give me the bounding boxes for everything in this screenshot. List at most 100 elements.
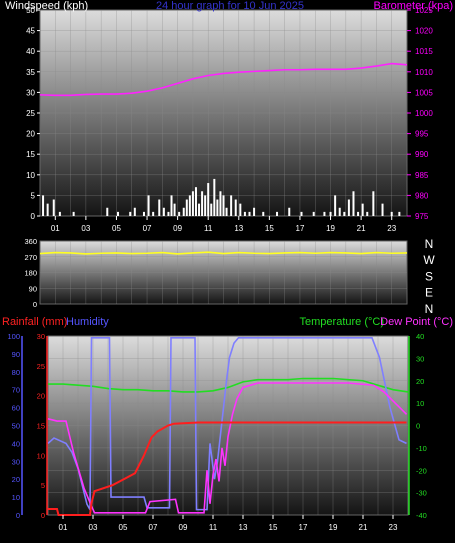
wind-bar <box>390 211 393 216</box>
wind-bar <box>147 195 150 216</box>
barometer-axis-ticks: 975 980 985 990 995 1000 1005 1010 1015 1020 1025 <box>407 6 433 221</box>
wind-bar <box>219 191 222 216</box>
humidity-tick-label: 70 <box>12 386 20 395</box>
dewpoint-axis-label: Dew Point (°C) <box>380 316 453 328</box>
wind-bar <box>72 211 75 216</box>
humidity-tick-label: 0 <box>16 511 20 520</box>
hour-tick-label: 05 <box>119 523 128 532</box>
wind-bar <box>300 211 303 216</box>
temperature-line <box>48 377 409 393</box>
temperature-axis-label: Temperature (°C) <box>300 316 384 328</box>
hour-tick-label: 17 <box>299 523 308 532</box>
panel-rain-temperature-grid <box>48 336 408 515</box>
wind-bar <box>343 211 346 216</box>
hour-tick-label: 11 <box>209 523 218 532</box>
hour-tick-label: 07 <box>143 224 152 233</box>
wind-bar <box>243 211 246 216</box>
compass-label: N <box>425 302 434 316</box>
hour-tick-label: 19 <box>329 523 338 532</box>
wind-tick-label: 35 <box>26 68 35 77</box>
wind-bar <box>198 203 201 216</box>
wind-bar <box>142 211 145 216</box>
temperature-tick-label: -20 <box>416 466 427 475</box>
barometer-tick-label: 1005 <box>415 88 433 97</box>
wind-bar <box>116 211 119 216</box>
rainfall-tick-label: 20 <box>37 392 45 401</box>
wind-bar <box>210 203 213 216</box>
humidity-tick-label: 30 <box>12 457 20 466</box>
panel-wind-barometer-grid <box>40 10 407 216</box>
barometer-tick-label: 995 <box>415 130 429 139</box>
wind-tick-label: 40 <box>26 47 35 56</box>
wind-bars <box>42 178 401 216</box>
hour-tick-label: 07 <box>149 523 158 532</box>
wind-bar <box>225 207 228 216</box>
rainfall-tick-label: 30 <box>37 332 45 341</box>
humidity-tick-label: 20 <box>12 475 20 484</box>
rainfall-tick-label: 25 <box>37 362 45 371</box>
temperature-tick-label: -40 <box>416 511 427 520</box>
humidity-tick-label: 100 <box>7 332 20 341</box>
wind-bar <box>133 207 136 216</box>
wind-bar <box>338 207 341 216</box>
wind-axis-label: Windspeed (kph) <box>5 0 88 12</box>
chart-title: 24 hour graph for 10 Jun 2025 <box>156 0 304 12</box>
barometer-line <box>39 62 408 97</box>
wind-bar <box>222 195 225 216</box>
hour-tick-label: 09 <box>179 523 188 532</box>
wind-bar <box>201 191 204 216</box>
humidity-tick-label: 50 <box>12 422 20 431</box>
hour-tick-label: 01 <box>59 523 68 532</box>
wind-bar <box>248 211 251 216</box>
wind-bar <box>129 211 132 216</box>
wind-bar <box>262 211 265 216</box>
panel-wind-direction-grid <box>40 241 407 304</box>
hour-tick-label: 23 <box>389 523 398 532</box>
hour-tick-label: 05 <box>112 224 121 233</box>
wind-bar <box>352 191 355 216</box>
wind-bar <box>178 211 181 216</box>
wind-bar <box>276 211 279 216</box>
wind-bar <box>398 211 401 216</box>
humidity-tick-label: 10 <box>12 493 20 502</box>
wind-bar <box>162 207 165 216</box>
wind-bar <box>312 211 315 216</box>
hour-tick-label: 21 <box>357 224 366 233</box>
hour-tick-label: 19 <box>326 224 335 233</box>
wind-bar <box>158 199 161 216</box>
wind-bar <box>216 199 219 216</box>
wind-bar <box>361 203 364 216</box>
panel-wind-barometer-x-ticks: 01 03 05 07 09 11 13 15 17 19 21 23 <box>51 216 397 233</box>
barometer-tick-label: 1010 <box>415 68 433 77</box>
wind-bar <box>152 211 155 216</box>
wind-bar <box>230 195 233 216</box>
temperature-tick-label: -10 <box>416 444 427 453</box>
compass-label: W <box>423 253 435 267</box>
barometer-tick-label: 975 <box>415 212 429 221</box>
hour-tick-label: 13 <box>234 224 243 233</box>
humidity-axis-ticks: 0 10 20 30 40 50 60 70 80 90 100 <box>7 332 23 520</box>
rainfall-tick-label: 10 <box>37 451 45 460</box>
barometer-tick-label: 1025 <box>415 6 433 15</box>
wind-bar <box>234 199 237 216</box>
wind-bar <box>106 207 109 216</box>
compass-label: E <box>425 286 433 300</box>
wind-bar <box>288 207 291 216</box>
wind-axis-ticks: 0 5 10 15 20 25 30 35 40 45 50 <box>26 6 40 221</box>
wind-bar <box>323 211 326 216</box>
wind-bar <box>381 203 384 216</box>
hour-tick-label: 01 <box>51 224 60 233</box>
rainfall-axis-ticks: 0 5 10 15 20 25 30 <box>37 332 48 520</box>
barometer-tick-label: 1000 <box>415 109 433 118</box>
wind-bar <box>191 191 194 216</box>
wind-bar <box>366 211 369 216</box>
rainfall-line <box>48 421 407 516</box>
wind-tick-label: 45 <box>26 27 35 36</box>
temperature-tick-label: 40 <box>416 332 424 341</box>
wind-bar <box>52 199 55 216</box>
hour-tick-label: 09 <box>173 224 182 233</box>
hour-tick-label: 15 <box>269 523 278 532</box>
